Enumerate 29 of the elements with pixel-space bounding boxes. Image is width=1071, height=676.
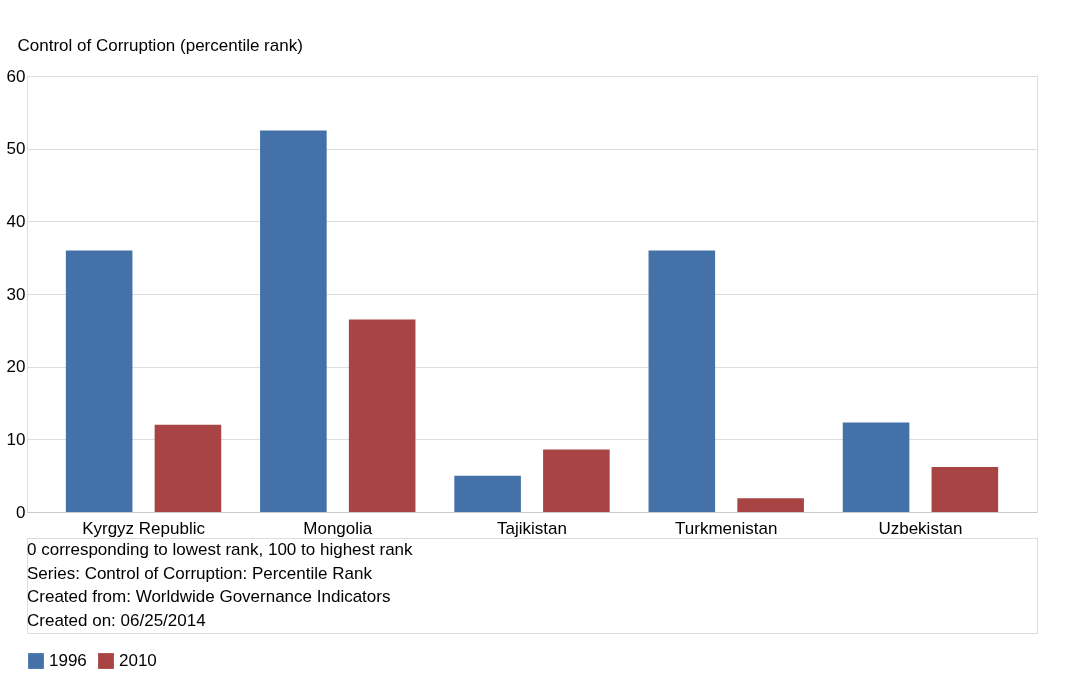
y-tick-label: 10 xyxy=(6,429,26,449)
bar xyxy=(260,130,327,512)
y-tick-label: 0 xyxy=(16,502,26,522)
bar xyxy=(931,466,999,512)
legend-label: 1996 xyxy=(49,651,87,670)
y-tick-label: 20 xyxy=(6,357,26,377)
bar xyxy=(154,424,222,512)
bar xyxy=(348,319,416,512)
bar xyxy=(543,449,610,512)
bar xyxy=(648,250,716,512)
text: Created from: Worldwide Governance Indicators xyxy=(27,587,391,607)
y-tick-label: 50 xyxy=(6,139,26,159)
x-tick-label: Kyrgyz Republic xyxy=(82,518,206,538)
text: 0 corresponding to lowest rank, 100 to highest rank xyxy=(27,539,414,559)
text: Series: Control of Corruption: Percentile Rank xyxy=(27,563,373,583)
bar xyxy=(842,422,910,512)
x-tick-label: Mongolia xyxy=(303,518,373,538)
x-tick-label: Turkmenistan xyxy=(675,518,778,538)
x-tick-label: Tajikistan xyxy=(497,518,567,538)
y-tick-label: 60 xyxy=(6,66,26,86)
text: Created on: 06/25/2014 xyxy=(27,611,206,631)
bar xyxy=(65,250,133,512)
y-tick-label: 30 xyxy=(6,284,26,304)
y-axis-title: Control of Corruption (percentile rank) xyxy=(17,35,303,55)
bar xyxy=(737,498,804,512)
x-tick-label: Uzbekistan xyxy=(878,518,963,538)
legend-label: 2010 xyxy=(119,651,157,670)
bar xyxy=(454,475,521,512)
y-tick-label: 40 xyxy=(6,211,26,231)
